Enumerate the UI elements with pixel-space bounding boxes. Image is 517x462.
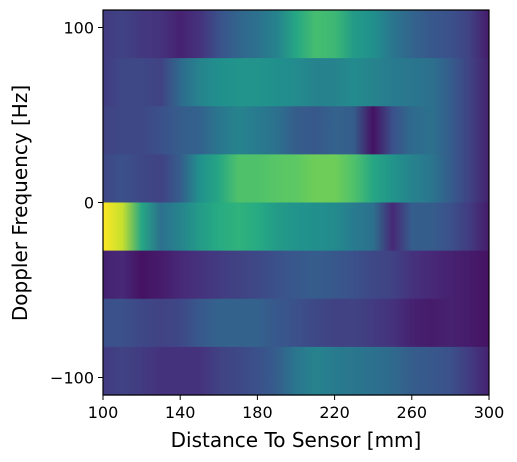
y-axis-label: Doppler Frequency [Hz] [8, 85, 32, 321]
x-axis-label: Distance To Sensor [mm] [171, 428, 422, 452]
heatmap-row [103, 10, 489, 59]
y-tick-label: 100 [63, 19, 94, 38]
x-tick-label: 100 [88, 403, 119, 422]
y-tick-label: −100 [50, 369, 94, 388]
x-tick-label: 140 [165, 403, 196, 422]
heatmap-row [103, 58, 489, 107]
y-tick-label: 0 [84, 194, 94, 213]
x-tick-label: 260 [397, 403, 428, 422]
x-tick-label: 300 [474, 403, 505, 422]
heatmap-row [103, 154, 489, 204]
heatmap-row [103, 298, 489, 348]
heatmap-row [103, 106, 489, 155]
heatmap-row [103, 202, 489, 252]
x-tick-label: 180 [242, 403, 273, 422]
heatmap-row [103, 346, 489, 396]
heatmap-row [103, 250, 489, 300]
x-tick-label: 220 [319, 403, 350, 422]
y-axis: 100 0 −100 [50, 19, 103, 388]
heatmap-plot-area [103, 10, 489, 396]
x-axis: 100 140 180 220 260 300 [88, 395, 505, 422]
